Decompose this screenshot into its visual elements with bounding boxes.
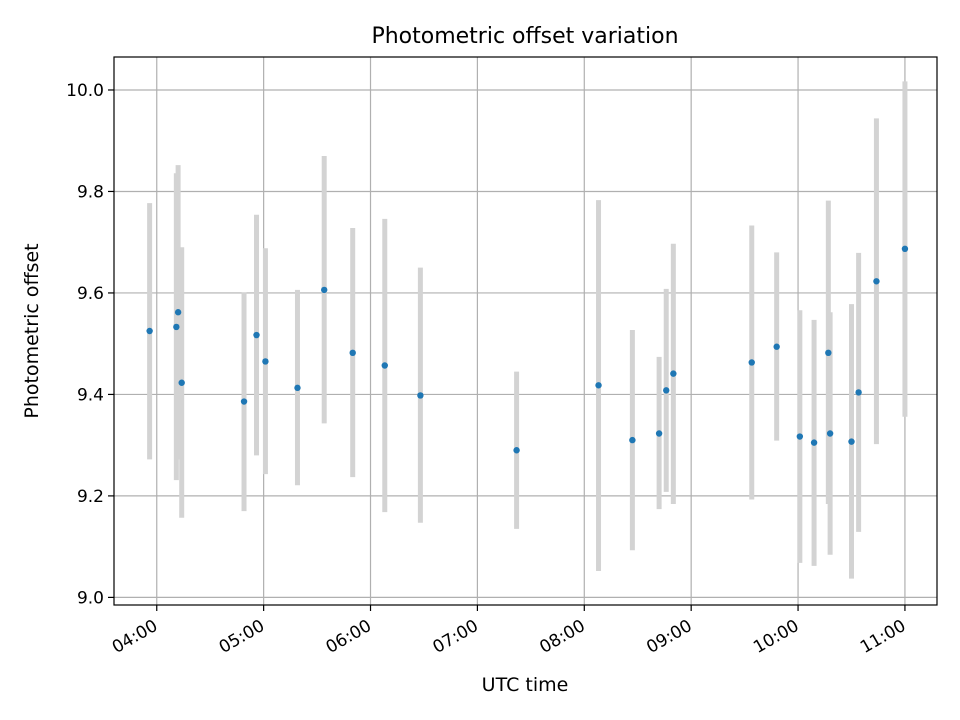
data-points bbox=[146, 245, 909, 454]
data-point bbox=[417, 392, 424, 399]
data-point bbox=[173, 323, 180, 331]
x-tick-label: 08:00 bbox=[536, 616, 588, 658]
data-point bbox=[262, 358, 269, 365]
data-point bbox=[855, 389, 862, 396]
data-point bbox=[901, 245, 909, 252]
data-point bbox=[253, 331, 260, 339]
data-point bbox=[826, 430, 834, 437]
data-point bbox=[146, 327, 153, 335]
data-point bbox=[240, 398, 248, 405]
y-tick-label: 9.6 bbox=[77, 284, 104, 304]
data-point bbox=[773, 343, 780, 350]
data-point bbox=[321, 286, 328, 294]
y-tick-label: 9.4 bbox=[77, 385, 104, 405]
x-tick-label: 06:00 bbox=[323, 616, 375, 658]
y-axis-label: Photometric offset bbox=[21, 243, 43, 418]
data-point bbox=[595, 382, 602, 389]
data-point bbox=[294, 384, 301, 392]
y-tick-label: 9.0 bbox=[77, 588, 104, 608]
chart-title: Photometric offset variation bbox=[371, 24, 678, 49]
x-tick-label: 07:00 bbox=[429, 616, 481, 658]
x-tick-label: 09:00 bbox=[643, 616, 695, 658]
data-point bbox=[748, 359, 755, 366]
data-point bbox=[655, 430, 663, 437]
data-point bbox=[848, 438, 855, 445]
y-tick-label: 9.2 bbox=[77, 487, 104, 507]
data-point bbox=[178, 379, 185, 386]
plot-area-frame bbox=[113, 56, 938, 606]
y-tick-label: 10.0 bbox=[66, 81, 104, 101]
x-tick-label: 05:00 bbox=[216, 616, 268, 658]
data-point bbox=[513, 447, 520, 454]
data-point bbox=[349, 349, 356, 357]
x-axis-label: UTC time bbox=[482, 674, 569, 696]
data-point bbox=[670, 370, 677, 377]
data-point bbox=[381, 362, 388, 369]
data-point bbox=[629, 436, 636, 444]
x-tick-label: 11:00 bbox=[857, 616, 909, 658]
data-point bbox=[174, 309, 182, 316]
y-tick-label: 9.8 bbox=[77, 182, 104, 202]
x-tick-label: 10:00 bbox=[750, 616, 802, 658]
y-axis-ticks: 9.0 9.2 9.4 9.6 9.8 10.0 bbox=[66, 81, 114, 608]
x-tick-label: 04:00 bbox=[109, 616, 161, 658]
data-point bbox=[873, 278, 880, 285]
data-point bbox=[663, 387, 670, 394]
data-point bbox=[825, 349, 832, 357]
grid-lines bbox=[114, 57, 937, 605]
x-axis-ticks: 04:00 05:00 06:00 07:00 08:00 09:00 10:00 11:00 bbox=[109, 605, 909, 658]
data-point bbox=[796, 433, 804, 440]
data-point bbox=[810, 439, 818, 446]
error-bars bbox=[147, 81, 908, 579]
